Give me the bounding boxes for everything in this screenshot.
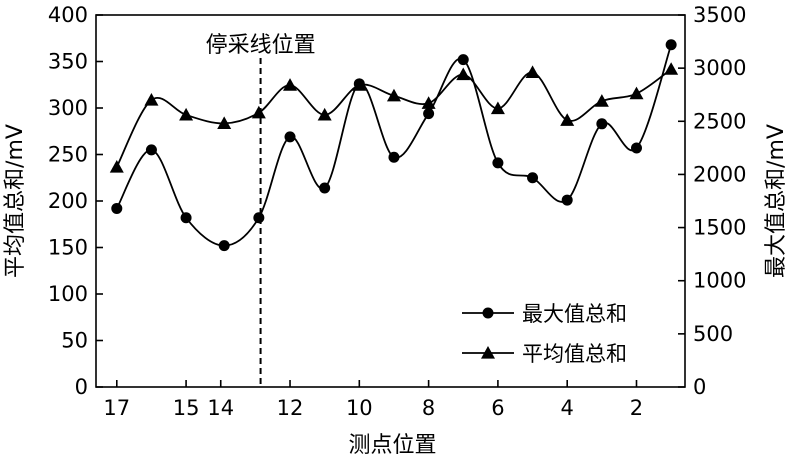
x-tick-label: 10 [346, 396, 373, 420]
series-avg-sum [109, 62, 679, 173]
data-point [421, 96, 436, 109]
legend-marker [481, 346, 495, 359]
data-point [179, 107, 194, 121]
data-point [319, 182, 331, 194]
right-y-tick-label: 2000 [693, 162, 746, 186]
left-y-tick-label: 100 [48, 282, 88, 306]
legend-label: 平均值总和 [522, 342, 627, 366]
data-point [388, 151, 400, 163]
right-y-tick-label: 0 [693, 375, 706, 399]
data-point [423, 108, 435, 120]
series-max-sum [111, 39, 677, 252]
left-y-tick-label: 150 [48, 236, 88, 260]
x-tick-label: 6 [491, 396, 504, 420]
data-point [284, 131, 296, 143]
stop-mining-line-label: 停采线位置 [206, 33, 316, 58]
right-y-tick-label: 2500 [693, 109, 746, 133]
x-tick-label: 14 [207, 396, 234, 420]
legend-label: 最大值总和 [522, 302, 627, 326]
right-y-tick-label: 1500 [693, 216, 746, 240]
data-point [527, 172, 539, 184]
right-y-tick-label: 500 [693, 322, 733, 346]
data-point [317, 107, 332, 121]
left-y-tick-label: 350 [48, 50, 88, 74]
x-tick-label: 12 [277, 396, 304, 420]
x-axis-title: 测点位置 [348, 433, 436, 458]
data-point [386, 88, 401, 102]
data-point [111, 202, 123, 214]
left-y-tick-label: 300 [48, 96, 88, 120]
data-point [251, 105, 266, 119]
data-point [596, 118, 608, 130]
x-tick-label: 2 [630, 396, 643, 420]
data-point [492, 157, 504, 169]
right-y-axis-title: 最大值总和/mV [764, 124, 789, 278]
left-y-tick-label: 250 [48, 143, 88, 167]
x-tick-label: 15 [173, 396, 200, 420]
data-point [594, 94, 609, 107]
data-point [664, 62, 679, 75]
data-point [630, 142, 642, 154]
series-layer [109, 39, 679, 252]
data-point [253, 212, 265, 224]
plot-frame [95, 14, 686, 388]
data-point [283, 78, 298, 91]
left-y-tick-label: 400 [48, 3, 88, 27]
data-point [145, 144, 157, 156]
data-point [525, 65, 540, 78]
data-point [352, 78, 367, 91]
data-point [456, 67, 471, 81]
data-point [218, 240, 230, 252]
series-line [116, 44, 672, 247]
axes: 0 50 100 150 200 250 300 350 400 0 500 1000 1500 2000… [48, 3, 747, 420]
right-y-tick-label: 3000 [693, 56, 746, 80]
data-point [560, 113, 575, 126]
data-point [629, 86, 644, 100]
right-y-tick-label: 1000 [693, 269, 746, 293]
data-point [490, 101, 505, 115]
annotation: 停采线位置 [206, 33, 316, 387]
x-tick-label: 4 [561, 396, 574, 420]
data-point [144, 93, 159, 106]
right-y-tick-label: 3500 [693, 3, 746, 27]
data-point [665, 39, 677, 51]
data-point [561, 194, 573, 206]
data-point [180, 212, 192, 224]
left-y-tick-label: 0 [75, 375, 88, 399]
data-point [109, 159, 124, 173]
x-tick-label: 8 [422, 396, 435, 420]
left-y-tick-label: 50 [61, 329, 88, 353]
legend-marker [482, 307, 494, 319]
left-y-tick-label: 200 [48, 189, 88, 213]
x-tick-label: 17 [103, 396, 130, 420]
data-point [457, 54, 469, 66]
data-point [217, 116, 232, 130]
left-y-axis-title: 平均值总和/mV [3, 124, 28, 278]
